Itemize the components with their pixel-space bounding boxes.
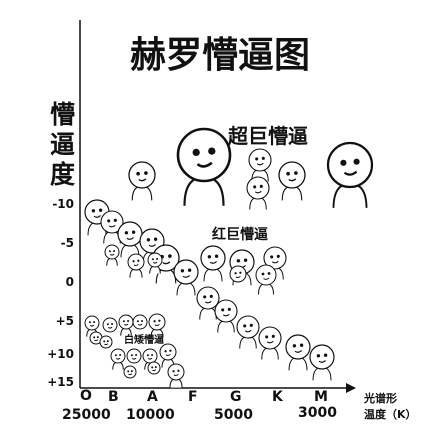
temperature-tick-label: 25000 <box>62 407 111 423</box>
confused-face-icon <box>132 314 148 330</box>
confused-face-icon <box>229 265 247 283</box>
spectral-class-label: B <box>108 389 119 405</box>
temperature-tick-label: 5000 <box>214 407 253 423</box>
x-axis-label-temperature: 温度（K） <box>364 408 417 421</box>
spectral-class-label: O <box>80 388 92 404</box>
confused-face-icon <box>196 286 220 320</box>
confused-face-icon <box>236 315 260 349</box>
temperature-tick-label: 3000 <box>298 405 337 421</box>
x-axis-label: 光谱形 <box>364 392 397 405</box>
confused-face-icon <box>128 161 156 201</box>
confused-face-icon <box>258 326 282 360</box>
confused-face-icon <box>176 127 232 206</box>
confused-face-icon <box>200 245 226 282</box>
diagram-title: 赫罗懵逼图 <box>130 35 311 76</box>
confused-face-icon <box>309 344 335 381</box>
y-tick-label: -5 <box>60 236 74 250</box>
confused-face-icon <box>255 264 277 295</box>
white-dwarfs-label: 白矮懵逼 <box>124 335 164 346</box>
spectral-class-label: F <box>188 389 198 405</box>
confused-face-icon <box>147 252 163 274</box>
confused-face-icon <box>117 221 143 258</box>
x-axis-arrow <box>346 383 356 393</box>
y-tick-label: -10 <box>52 197 74 211</box>
confused-face-icon <box>248 148 272 182</box>
confused-face-icon <box>246 176 270 210</box>
giants-label: 红巨懵逼 <box>212 227 268 243</box>
faces-layer <box>84 127 374 388</box>
y-tick-label: +10 <box>47 347 74 361</box>
confused-face-icon <box>278 161 306 201</box>
confused-face-icon <box>100 210 124 244</box>
confused-face-icon <box>326 141 374 208</box>
confused-face-icon <box>147 361 161 375</box>
temperature-tick-label: 10000 <box>126 407 175 423</box>
spectral-class-label: A <box>147 389 158 405</box>
confused-face-icon <box>148 313 166 338</box>
y-tick-label: 0 <box>65 275 74 289</box>
confused-face-icon <box>99 335 113 349</box>
confused-face-icon <box>110 348 126 370</box>
confused-face-icon <box>102 317 118 333</box>
confused-face-icon <box>173 259 199 296</box>
confused-face-icon <box>285 334 311 371</box>
confused-face-icon <box>123 365 137 379</box>
confused-face-icon <box>127 253 145 278</box>
y-tick-label: +15 <box>47 375 74 389</box>
y-axis-label: 懵逼度 <box>50 100 76 189</box>
spectral-class-label: M <box>314 389 328 405</box>
confused-face-icon <box>126 348 142 364</box>
confused-face-icon <box>159 343 177 368</box>
y-tick-label: +5 <box>55 314 74 328</box>
confused-face-icon <box>214 299 238 333</box>
supergiants-label: 超巨懵逼 <box>228 124 308 148</box>
confused-face-icon <box>118 314 134 336</box>
spectral-class-label: K <box>272 389 283 405</box>
confused-face-icon <box>104 244 120 266</box>
confused-face-icon <box>167 363 185 388</box>
spectral-class-label: G <box>230 389 242 405</box>
